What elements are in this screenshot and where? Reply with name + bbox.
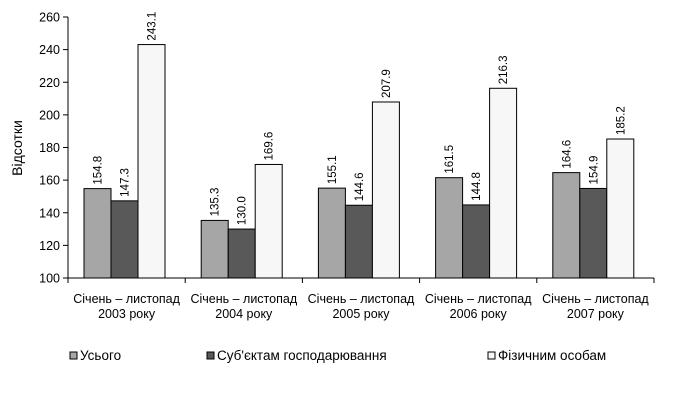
bar	[317, 187, 346, 279]
x-tick-label: 2005 року	[332, 307, 390, 321]
data-label: 144.8	[471, 172, 483, 201]
data-label: 135.3	[210, 188, 222, 217]
bar	[435, 177, 464, 279]
y-tick-label: 180	[39, 141, 60, 155]
x-tick-label: 2004 року	[215, 307, 273, 321]
y-tick-label: 100	[39, 272, 60, 286]
data-label: 185.2	[615, 106, 627, 135]
bar	[552, 172, 581, 279]
bars	[83, 44, 635, 279]
x-tick-label: 2003 року	[98, 307, 156, 321]
y-axis: 100 120 140 160 180 200 220 240 260	[39, 11, 68, 286]
y-tick-label: 260	[39, 11, 60, 25]
y-axis-title: Відсотки	[9, 120, 25, 176]
legend-swatch	[487, 351, 496, 360]
data-label: 147.3	[120, 168, 132, 197]
x-tick-label: 2006 року	[450, 307, 508, 321]
x-tick-label: Січень – листопад	[73, 292, 180, 306]
x-tick-label: Січень – листопад	[190, 292, 297, 306]
data-label: 130.0	[237, 196, 249, 225]
data-label: 155.1	[327, 155, 339, 184]
legend-label: Суб'єктам господарювання	[217, 348, 387, 363]
bar	[462, 204, 491, 279]
bar	[254, 163, 283, 279]
data-label: 207.9	[381, 69, 393, 98]
bar	[489, 87, 518, 279]
bar	[579, 187, 608, 279]
legend-swatch	[69, 351, 78, 360]
bar	[344, 204, 373, 279]
x-tick-label: Січень – листопад	[425, 292, 532, 306]
bar	[200, 219, 229, 279]
data-label: 169.6	[264, 132, 276, 161]
y-tick-label: 200	[39, 108, 60, 122]
x-tick-label: 2007 року	[567, 307, 625, 321]
y-tick-label: 220	[39, 76, 60, 90]
x-tick-label: Січень – листопад	[308, 292, 415, 306]
data-labels: 154.8 147.3 243.1 135.3 130.0 169.6 155.1 144.6…	[93, 12, 628, 225]
data-label: 164.6	[561, 140, 573, 169]
data-label: 161.5	[444, 145, 456, 174]
bar	[83, 188, 112, 279]
legend-label: Фізичним особам	[498, 348, 606, 363]
x-tick-label: Січень – листопад	[542, 292, 649, 306]
y-tick-label: 140	[39, 206, 60, 220]
legend-label: Усього	[80, 348, 121, 363]
data-label: 154.9	[588, 156, 600, 185]
data-label: 154.8	[93, 156, 105, 185]
y-tick-label: 240	[39, 43, 60, 57]
bar	[137, 44, 166, 279]
bar	[110, 200, 139, 279]
bar	[606, 138, 635, 279]
bar	[227, 228, 256, 279]
legend: Усього Суб'єктам господарювання Фізичним о…	[69, 348, 606, 363]
data-label: 216.3	[498, 56, 510, 85]
data-label: 144.6	[354, 172, 366, 201]
data-label: 243.1	[147, 12, 159, 41]
legend-swatch	[206, 351, 215, 360]
y-tick-label: 160	[39, 174, 60, 188]
bar	[371, 101, 400, 279]
y-tick-label: 120	[39, 239, 60, 253]
